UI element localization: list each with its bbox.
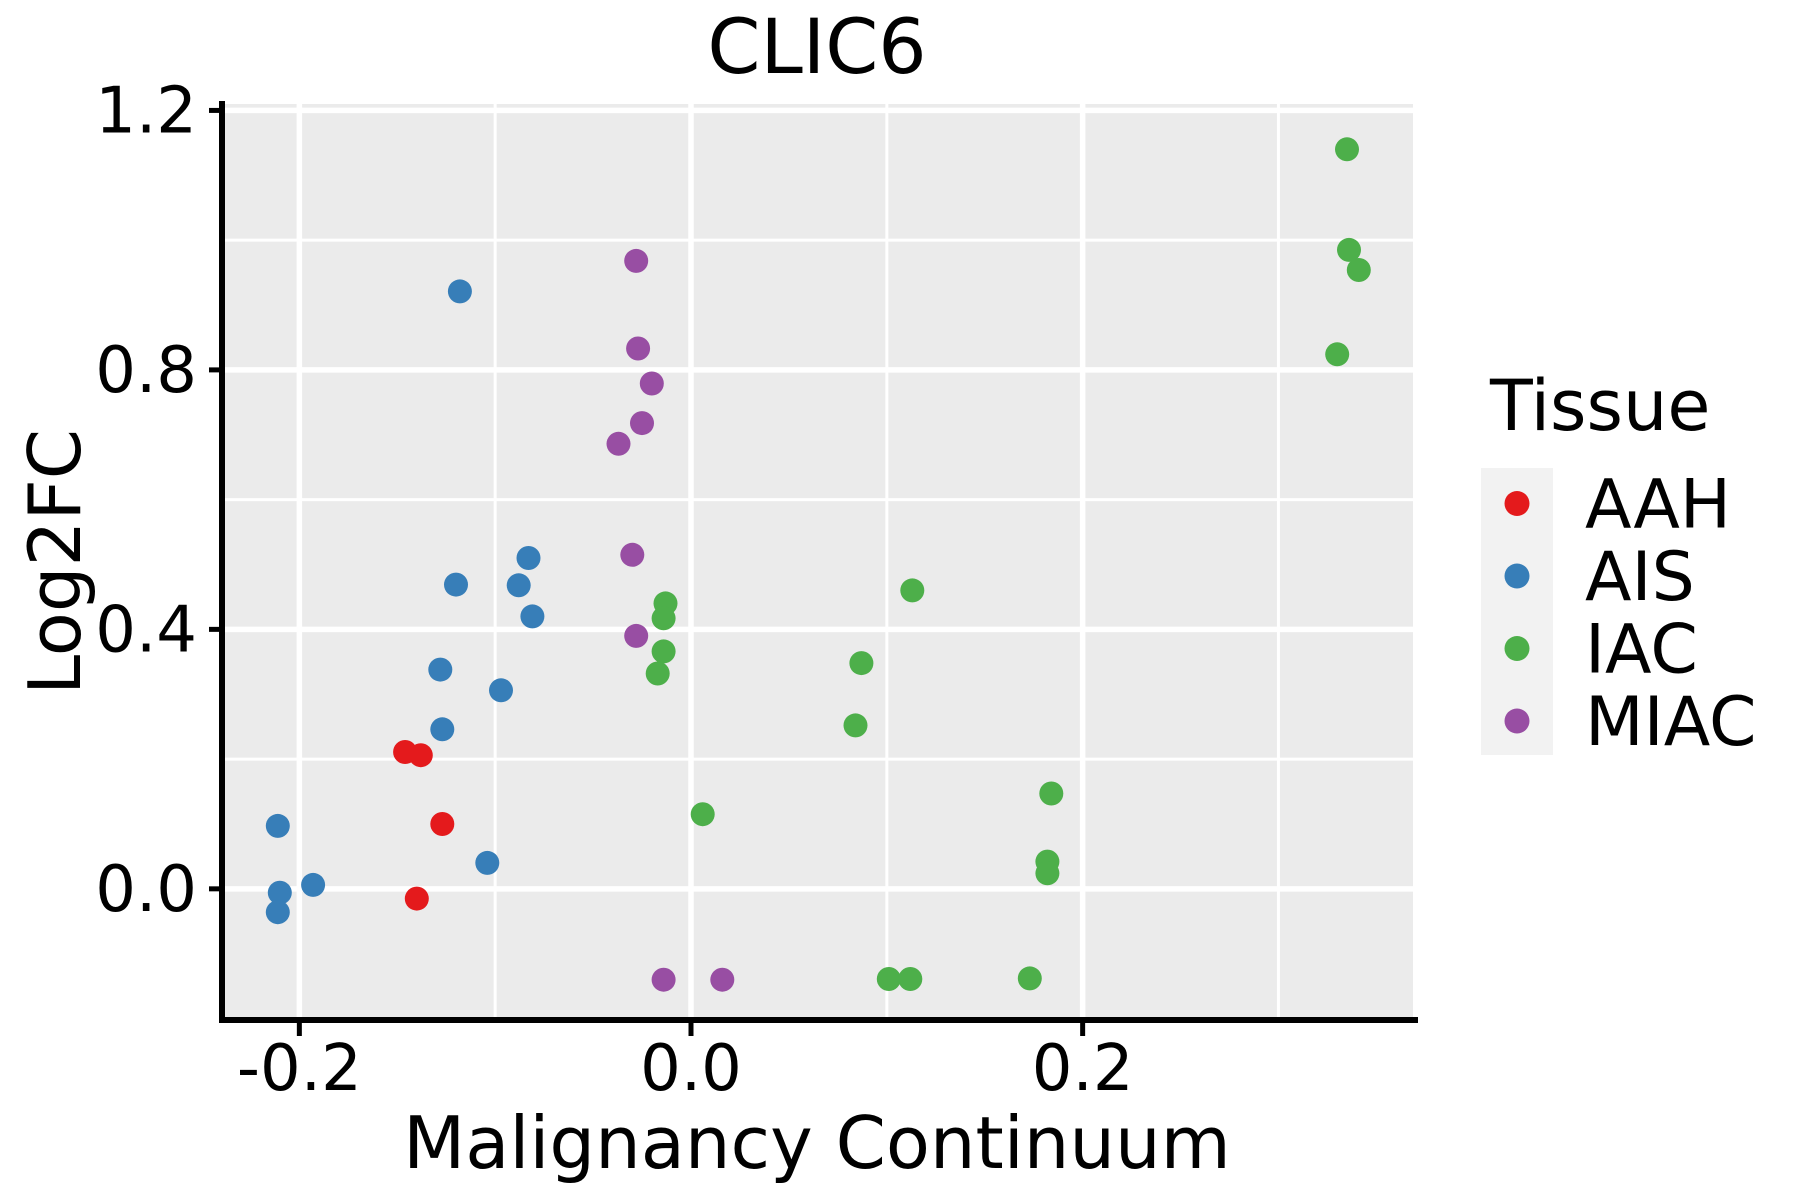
- y-tick-label: 0.4: [95, 593, 197, 667]
- x-tick-label: 0.0: [640, 1032, 742, 1106]
- data-point-iac: [645, 661, 670, 686]
- data-point-aah: [430, 812, 455, 836]
- data-point-miac: [624, 623, 649, 648]
- plot-panel: [222, 104, 1413, 1020]
- plot-title: CLIC6: [707, 2, 926, 91]
- data-point-ais: [489, 678, 513, 703]
- y-tick-label: 0.0: [95, 853, 197, 927]
- data-point-ais: [267, 880, 292, 905]
- data-point-iac: [1337, 237, 1361, 262]
- data-point-iac: [1335, 137, 1359, 162]
- data-point-ais: [444, 572, 468, 597]
- data-point-miac: [710, 967, 735, 992]
- legend-label-aah: AAH: [1585, 466, 1731, 545]
- data-point-ais: [475, 850, 500, 875]
- data-point-iac: [898, 967, 923, 991]
- data-point-ais: [447, 279, 472, 304]
- x-axis-title: Malignancy Continuum: [403, 1101, 1231, 1185]
- legend-label-ais: AIS: [1585, 538, 1695, 617]
- data-points: [265, 137, 1371, 992]
- data-point-aah: [408, 743, 433, 768]
- data-point-miac: [651, 967, 676, 992]
- data-point-iac: [1039, 781, 1064, 806]
- data-point-ais: [265, 813, 290, 838]
- data-point-ais: [506, 573, 531, 598]
- data-point-iac: [843, 713, 868, 738]
- data-point-ais: [520, 604, 545, 629]
- data-point-iac: [1346, 258, 1371, 282]
- axis-tick-labels: -0.2 0.0 0.2 0.0 0.4 0.8 1.2: [95, 74, 1133, 1106]
- legend-label-miac: MIAC: [1585, 683, 1757, 762]
- data-point-miac: [606, 431, 631, 456]
- major-gridlines: [222, 104, 1413, 1020]
- data-point-miac: [630, 411, 654, 436]
- data-point-miac: [620, 542, 645, 567]
- data-point-iac: [876, 967, 901, 991]
- x-tick-label: 0.2: [1032, 1032, 1134, 1106]
- y-tick-label: 1.2: [95, 74, 197, 148]
- legend-key-dot-aah: [1504, 491, 1530, 516]
- data-point-iac: [1325, 342, 1350, 367]
- data-point-ais: [428, 657, 453, 682]
- x-tick-label: -0.2: [237, 1032, 362, 1106]
- data-point-iac: [849, 651, 874, 676]
- data-point-iac: [1017, 966, 1042, 991]
- data-point-iac: [1035, 861, 1060, 886]
- data-point-iac: [690, 802, 715, 827]
- data-point-iac: [651, 639, 676, 664]
- data-point-ais: [301, 872, 326, 897]
- data-point-iac: [900, 578, 925, 603]
- data-point-iac: [651, 606, 676, 631]
- legend-key-dot-iac: [1504, 636, 1530, 661]
- x-axis-spine: [219, 1017, 1418, 1023]
- legend-label-iac: IAC: [1585, 611, 1698, 690]
- y-tick-label: 0.8: [95, 334, 197, 408]
- data-point-miac: [624, 248, 649, 273]
- data-point-ais: [265, 900, 290, 925]
- data-point-aah: [404, 886, 429, 911]
- y-axis-spine: [219, 101, 225, 1022]
- legend-title: Tissue: [1489, 365, 1710, 447]
- data-point-miac: [639, 371, 664, 396]
- legend-key-dot-miac: [1504, 708, 1530, 734]
- data-point-ais: [430, 717, 455, 742]
- axis-ticks: [209, 107, 1086, 1036]
- legend-key-dot-ais: [1504, 563, 1530, 589]
- y-axis-title: Log2FC: [13, 429, 97, 695]
- data-point-miac: [626, 336, 651, 361]
- data-point-ais: [516, 546, 541, 570]
